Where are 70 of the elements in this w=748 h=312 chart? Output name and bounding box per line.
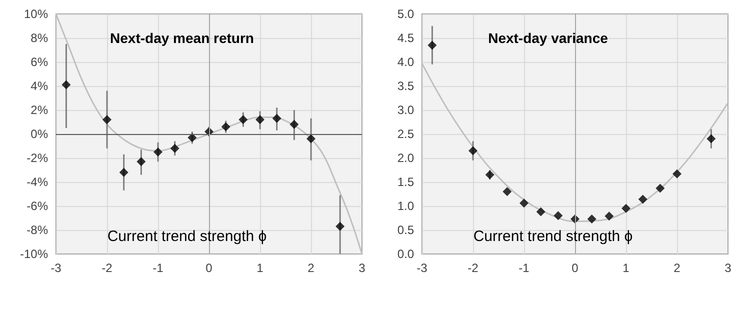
point xyxy=(638,194,648,204)
point xyxy=(136,157,146,166)
y-tick-label: 4% xyxy=(30,79,48,93)
y-tick-label: -2% xyxy=(26,151,48,165)
point xyxy=(656,184,665,193)
point xyxy=(306,134,316,144)
y-tick-label: 10% xyxy=(24,7,48,21)
point xyxy=(468,146,478,156)
point xyxy=(604,212,614,221)
x-tick-label: -1 xyxy=(152,261,164,275)
y-tick-label: 0.0 xyxy=(397,247,414,261)
y-tick-label: 6% xyxy=(30,55,48,69)
point xyxy=(256,115,264,124)
x-tick-label: -3 xyxy=(416,261,428,275)
y-tick-label: 2.0 xyxy=(397,151,414,165)
point xyxy=(428,40,437,50)
point xyxy=(536,207,546,216)
x-tick-label: 0 xyxy=(206,261,213,275)
point xyxy=(170,144,180,153)
line-series xyxy=(421,62,729,222)
point xyxy=(272,114,282,123)
y-tick-label: 2.5 xyxy=(397,127,414,141)
y-tick-label: -10% xyxy=(20,247,48,261)
y-tick-label: 0.5 xyxy=(397,223,414,237)
y-tick-label: 0% xyxy=(30,127,48,141)
point xyxy=(706,134,716,144)
point xyxy=(119,168,128,177)
y-tick-label: 4.0 xyxy=(397,55,414,69)
text: Next-day variance xyxy=(488,30,608,46)
y-tick-label: 2% xyxy=(30,103,48,117)
point xyxy=(238,115,248,124)
x-tick-label: 3 xyxy=(724,261,732,275)
text: Next-day mean return xyxy=(110,30,254,46)
y-tick-label: -8% xyxy=(26,223,48,237)
point xyxy=(336,222,345,231)
point xyxy=(672,169,682,178)
x-tick-label: 1 xyxy=(256,261,264,275)
y-tick-label: -4% xyxy=(26,175,48,189)
x-tick-label: -1 xyxy=(518,261,530,275)
x-tick-label: -2 xyxy=(102,261,113,275)
line-series xyxy=(55,13,363,255)
x-tick-label: 2 xyxy=(308,261,315,275)
y-tick-label: 4.5 xyxy=(397,31,414,45)
point xyxy=(188,133,197,142)
x-tick-label: 1 xyxy=(622,261,630,275)
point xyxy=(290,120,299,129)
point xyxy=(221,122,230,132)
y-tick-label: 1.5 xyxy=(397,175,414,189)
point xyxy=(502,187,512,196)
point xyxy=(485,170,494,180)
point xyxy=(62,80,71,90)
point xyxy=(154,148,162,156)
x-tick-label: 0 xyxy=(572,261,579,275)
point xyxy=(102,115,112,124)
x-axis-title: Current trend strength ϕ xyxy=(473,228,633,245)
y-tick-label: 3.0 xyxy=(397,103,414,117)
y-tick-label: 1.0 xyxy=(397,199,414,213)
y-tick-label: 3.5 xyxy=(397,79,414,93)
x-axis-title: Current trend strength ϕ xyxy=(107,228,267,245)
point xyxy=(520,198,528,208)
x-tick-label: -3 xyxy=(50,261,62,275)
x-tick-label: 3 xyxy=(358,261,366,275)
x-tick-label: -2 xyxy=(468,261,479,275)
x-tick-label: 2 xyxy=(674,261,681,275)
y-tick-label: -6% xyxy=(26,199,48,213)
point xyxy=(554,211,563,220)
y-tick-label: 8% xyxy=(30,31,48,45)
y-tick-label: 5.0 xyxy=(397,7,414,21)
point xyxy=(587,214,596,224)
point xyxy=(622,204,630,213)
